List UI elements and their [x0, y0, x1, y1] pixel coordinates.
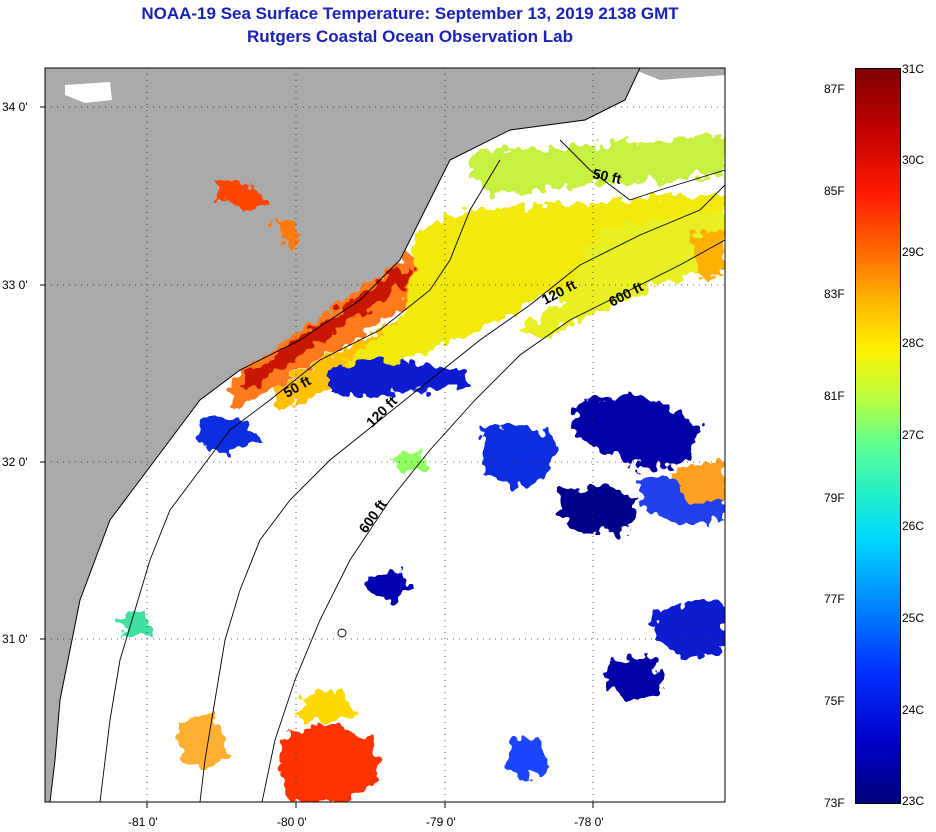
colorbar-c-28: 28C: [902, 336, 925, 350]
lon-label-81: -81 0': [128, 815, 158, 829]
colorbar-c-24: 24C: [902, 703, 925, 717]
colorbar-c-27: 27C: [902, 428, 925, 442]
coastline: [49, 68, 641, 802]
axis-ticks: [40, 106, 594, 808]
colorbar-f-87: 87F: [824, 82, 845, 96]
colorbar-f-85: 85F: [824, 184, 845, 198]
temperature-colorbar: [855, 68, 901, 804]
land-island: [630, 68, 725, 80]
lat-label-31: 31 0': [2, 632, 28, 646]
colorbar-c-29: 29C: [902, 245, 925, 259]
seamount-contour: [337, 628, 347, 638]
land-cloud-artifact: [65, 82, 112, 103]
contour-50ft: [99, 139, 725, 802]
map-title: NOAA-19 Sea Surface Temperature: Septemb…: [141, 4, 679, 23]
colorbar-f-73: 73F: [824, 796, 845, 810]
colorbar-c-31: 31C: [902, 62, 925, 76]
colorbar-f-79: 79F: [824, 491, 845, 505]
contour-label-50ft-north: 50 ft: [591, 165, 623, 187]
lon-label-79: -79 0': [426, 815, 456, 829]
sst-swath: [115, 135, 725, 802]
colorbar-c-23: 23C: [902, 794, 925, 808]
land-mass: [45, 68, 640, 802]
lat-label-32: 32 0': [2, 455, 28, 469]
graticule: [45, 68, 725, 802]
lat-label-33: 33 0': [2, 278, 28, 292]
colorbar-f-75: 75F: [824, 694, 845, 708]
plot-frame: [44, 67, 726, 803]
colorbar-f-81: 81F: [824, 389, 845, 403]
colorbar-c-25: 25C: [902, 611, 925, 625]
colorbar-f-83: 83F: [824, 287, 845, 301]
contour-120ft: [199, 184, 725, 802]
colorbar-c-26: 26C: [902, 519, 925, 533]
map-subtitle: Rutgers Coastal Ocean Observation Lab: [247, 27, 573, 46]
lat-label-34: 34 0': [2, 100, 28, 114]
lon-label-80: -80 0': [277, 815, 307, 829]
colorbar-c-30: 30C: [902, 153, 925, 167]
contour-600ft: [261, 239, 725, 802]
lon-label-78: -78 0': [574, 815, 604, 829]
colorbar-f-77: 77F: [824, 592, 845, 606]
